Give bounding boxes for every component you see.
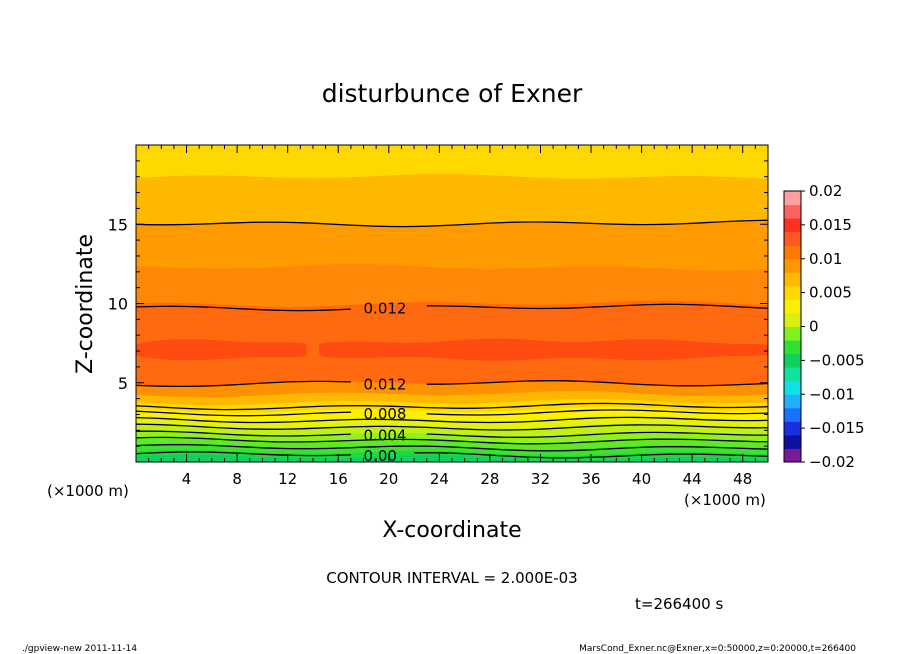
y-tick-label-2: 15 [108,215,128,234]
contour-line-9-1 [426,303,769,310]
contour-line-8-1 [426,380,769,387]
contour-band-14 [135,173,769,227]
x-tick-label-1: 8 [232,470,242,488]
footer-left: ./gpview-new 2011-11-14 [22,644,137,654]
contour-band-12 [135,263,769,307]
contour-line-6-0 [135,410,351,417]
contour-line-3-0 [135,430,351,437]
y-axis-label: Z-coordinate [73,234,98,374]
colorbar-swatch-18 [784,204,801,219]
contour-label-6: 0.008 [364,405,407,423]
contour-line-3-1 [426,431,768,438]
colorbar-label-4: 0 [809,318,819,336]
contour-label-8: 0.012 [364,376,407,394]
x-tick-label-6: 28 [480,470,499,488]
colorbar-swatch-10 [784,312,801,327]
colorbar-swatch-5 [784,380,801,395]
contour-line-4-0 [135,423,769,431]
y-tick-label-1: 10 [108,295,128,314]
colorbar-swatch-11 [784,299,801,314]
colorbar-swatch-2 [784,421,801,436]
core-region-0 [136,339,307,361]
colorbar-swatch-13 [784,272,801,287]
contour-line-2-0 [135,436,769,445]
x-tick-label-3: 16 [329,470,348,488]
colorbar-swatch-16 [784,231,801,246]
chart-title: disturbunce of Exner [322,79,583,108]
contour-line-6-1 [426,409,769,416]
colorbar-label-6: −0.01 [809,385,855,403]
colorbar-swatch-12 [784,285,801,300]
x-tick-label-7: 32 [531,470,550,488]
colorbar-label-8: −0.02 [809,453,855,471]
y-axis: 5 10 15 [108,160,768,447]
colorbar-label-3: 0.005 [809,284,852,302]
colorbar-swatch-3 [784,407,801,422]
y-tick-label-0: 5 [118,374,128,393]
contour-band-15 [135,144,769,179]
x-tick-label-4: 20 [379,470,398,488]
colorbar: 0.02 0.015 0.01 0.005 0 −0.005 −0.01 −0.015 −0.0… [783,182,865,471]
colorbar-swatch-4 [784,394,801,409]
colorbar-label-1: 0.015 [809,216,852,234]
x-tick-label-9: 40 [632,470,651,488]
colorbar-label-2: 0.01 [809,250,842,268]
x-unit-left: (×1000 m) [47,482,129,500]
contour-label-9: 0.012 [364,299,407,317]
contour-label-3: 0.004 [364,426,407,444]
contour-line-10-0 [135,219,769,228]
core-region-1 [319,338,768,361]
contour-line-1-0 [135,443,769,452]
contour-band-13 [135,219,769,271]
colorbar-swatch-1 [784,434,801,449]
x-tick-label-8: 36 [581,470,600,488]
contour-line-9-0 [135,305,351,312]
x-tick-label-10: 44 [683,470,702,488]
x-tick-label-5: 24 [430,470,449,488]
x-tick-label-11: 48 [733,470,752,488]
colorbar-swatch-19 [784,191,801,206]
colorbar-swatch-6 [784,367,801,382]
x-tick-label-2: 12 [278,470,297,488]
colorbar-label-7: −0.015 [809,419,865,437]
time-text: t=266400 s [635,595,723,613]
contour-line-7-0 [135,402,769,411]
colorbar-swatch-14 [784,258,801,273]
x-axis-label: X-coordinate [382,518,521,543]
contour-line-8-0 [135,380,351,388]
contour-line-5-0 [135,416,769,424]
x-tick-label-0: 4 [182,470,192,488]
colorbar-swatch-0 [784,448,801,463]
contour-line-0-0 [135,451,351,457]
x-axis: 4 8 12 16 20 24 28 32 36 40 44 48 [148,145,756,488]
x-unit-right: (×1000 m) [684,491,766,509]
footer-right: MarsCond_Exner.nc@Exner,x=0:50000,z=0:20… [579,644,856,654]
colorbar-swatch-8 [784,340,801,355]
colorbar-label-5: −0.005 [809,351,865,369]
colorbar-swatch-17 [784,218,801,233]
colorbar-swatch-15 [784,245,801,260]
colorbar-swatch-7 [784,353,801,368]
colorbar-swatch-9 [784,326,801,341]
contour-interval-text: CONTOUR INTERVAL = 2.000E-03 [326,569,577,587]
colorbar-label-0: 0.02 [809,182,842,200]
